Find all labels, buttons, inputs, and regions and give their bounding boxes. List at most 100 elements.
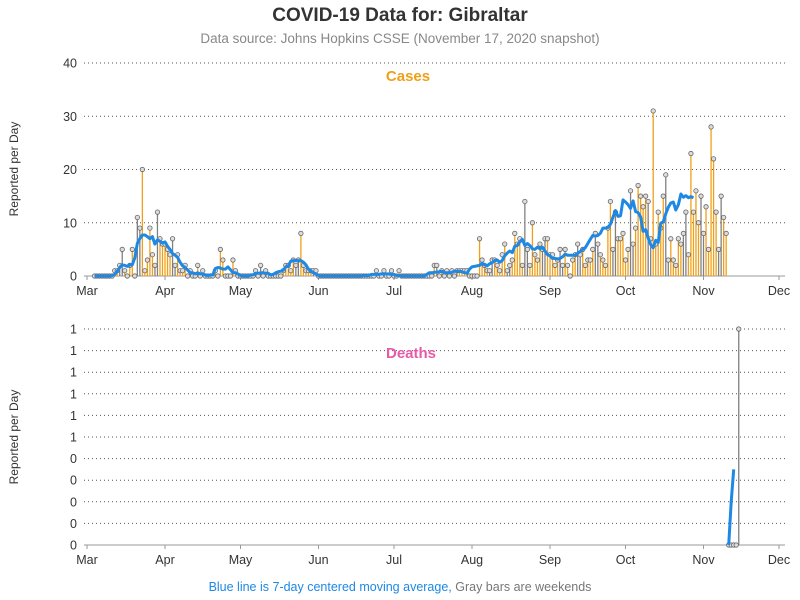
deaths-y-tick-label: 1 — [70, 387, 77, 401]
cases-data-point — [497, 268, 503, 274]
cases-data-point — [680, 230, 686, 236]
cases-data-point — [587, 257, 593, 263]
cases-data-point — [507, 262, 513, 268]
cases-data-point — [668, 236, 674, 242]
cases-y-axis-label: Reported per Day — [7, 122, 21, 217]
cases-data-point — [476, 236, 483, 242]
cases-data-point — [718, 193, 724, 199]
deaths-bars — [738, 329, 740, 545]
cases-data-point — [139, 166, 145, 173]
deaths-x-tick-label: Jun — [308, 553, 328, 567]
cases-data-point — [567, 273, 573, 279]
cases-x-tick-label: Mar — [76, 284, 98, 298]
cases-data-point — [446, 273, 452, 279]
deaths-x-tick-labels: Mar Apr May Jun Jul Aug Sep Oct Nov Dec — [76, 545, 790, 567]
cases-data-point — [708, 124, 714, 130]
cases-data-point — [451, 273, 457, 279]
page-subtitle: Data source: Johns Hopkins CSSE (Novembe… — [200, 31, 600, 46]
cases-x-tick-label: Sep — [539, 284, 561, 298]
cases-data-point — [293, 262, 299, 268]
cases-data-point — [119, 246, 125, 252]
cases-data-point — [288, 268, 294, 274]
cases-data-point — [663, 172, 669, 178]
cases-data-point — [557, 246, 563, 252]
cases-data-point — [678, 241, 684, 247]
deaths-y-tick-label: 1 — [70, 344, 77, 358]
cases-data-point — [650, 108, 656, 114]
cases-data-point — [625, 246, 631, 252]
cases-data-point — [137, 225, 143, 231]
cases-data-point — [522, 198, 528, 205]
deaths-y-tick-label: 1 — [70, 431, 77, 445]
cases-panel-title: Cases — [386, 68, 430, 85]
cases-data-point — [640, 204, 646, 210]
cases-x-tick-label: May — [229, 284, 253, 298]
cases-data-point — [645, 198, 651, 205]
cases-x-tick-label: Apr — [155, 284, 174, 298]
deaths-x-tick-label: Mar — [76, 553, 98, 567]
cases-data-point — [582, 262, 588, 268]
cases-data-point — [152, 262, 158, 268]
cases-y-tick-labels: 0 10 20 30 40 — [63, 57, 77, 284]
deaths-panel-title: Deaths — [386, 345, 436, 362]
deaths-y-tick-label: 1 — [70, 323, 77, 337]
deaths-x-tick-label: Jul — [386, 553, 402, 567]
cases-data-point — [688, 150, 694, 157]
cases-data-point — [169, 236, 176, 242]
cases-data-point — [723, 230, 729, 236]
cases-data-point — [544, 236, 551, 242]
cases-data-point — [617, 236, 624, 242]
cases-data-point — [559, 262, 566, 268]
cases-y-tick-label: 0 — [70, 270, 77, 284]
cases-bars — [114, 110, 727, 276]
cases-x-tick-label: Jun — [308, 284, 328, 298]
deaths-markers — [726, 326, 742, 548]
cases-data-point — [632, 225, 639, 231]
deaths-gridlines — [84, 328, 785, 546]
cases-data-point — [195, 262, 201, 268]
cases-x-tick-label: Jul — [386, 284, 402, 298]
cases-data-point — [655, 209, 661, 215]
cases-data-point — [537, 241, 543, 247]
cases-x-tick-label: Dec — [768, 284, 790, 298]
cases-data-point — [185, 273, 191, 279]
cases-data-point — [600, 257, 606, 263]
cases-data-point — [217, 246, 223, 252]
cases-data-point — [142, 268, 148, 274]
cases-data-point — [527, 262, 533, 268]
cases-y-tick-label: 10 — [63, 216, 77, 230]
cases-data-point — [373, 268, 379, 274]
cases-chart: 0 10 20 30 40 Mar Apr May Jun Jul Aug Sep Oct Nov Dec… — [7, 57, 790, 299]
cases-data-point — [172, 262, 178, 268]
cases-y-tick-label: 20 — [63, 163, 77, 177]
cases-data-point — [429, 273, 435, 279]
deaths-x-tick-label: Aug — [461, 553, 483, 567]
cases-data-point — [597, 252, 603, 258]
cases-data-point — [670, 257, 676, 263]
cases-data-point — [388, 268, 395, 274]
cases-x-tick-label: Oct — [616, 284, 636, 298]
cases-data-point — [690, 209, 697, 215]
cases-data-point — [487, 268, 493, 274]
cases-data-point — [278, 273, 284, 279]
deaths-y-tick-label: 0 — [70, 452, 77, 466]
cases-data-point — [562, 246, 568, 252]
cases-x-tick-label: Nov — [692, 284, 715, 298]
cases-data-point — [575, 241, 581, 247]
cases-data-point — [509, 257, 515, 263]
cases-data-point — [298, 230, 304, 236]
deaths-x-tick-label: Nov — [692, 553, 715, 567]
deaths-data-point — [733, 542, 739, 548]
cases-data-point — [693, 188, 699, 194]
footnote: Blue line is 7-day centered moving avera… — [0, 580, 800, 594]
cases-data-point — [622, 257, 629, 263]
cases-data-point — [673, 262, 679, 268]
cases-data-point — [220, 257, 226, 263]
cases-data-point — [635, 182, 641, 189]
deaths-y-tick-label: 0 — [70, 495, 77, 509]
cases-data-point — [436, 273, 442, 279]
cases-data-point — [529, 220, 536, 226]
deaths-chart: 0 0 0 0 0 1 1 1 1 1 1 Mar Apr May Jun Jul Aug Sep Oct Nov D… — [7, 323, 790, 568]
cases-data-point — [147, 225, 153, 231]
